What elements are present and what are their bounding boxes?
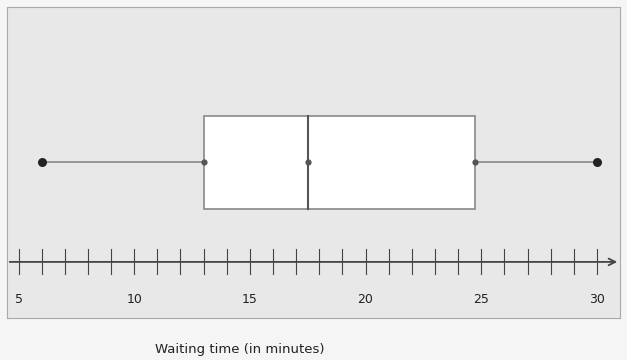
Point	[303, 159, 313, 165]
Point	[36, 159, 46, 165]
Text: 25: 25	[473, 293, 489, 306]
Text: 5: 5	[14, 293, 23, 306]
Point	[199, 159, 209, 165]
Text: 20: 20	[357, 293, 374, 306]
FancyBboxPatch shape	[204, 116, 475, 209]
Text: 15: 15	[242, 293, 258, 306]
Text: 10: 10	[126, 293, 142, 306]
X-axis label: Waiting time (in minutes): Waiting time (in minutes)	[155, 343, 325, 356]
Point	[470, 159, 480, 165]
Text: 30: 30	[589, 293, 605, 306]
Point	[592, 159, 602, 165]
